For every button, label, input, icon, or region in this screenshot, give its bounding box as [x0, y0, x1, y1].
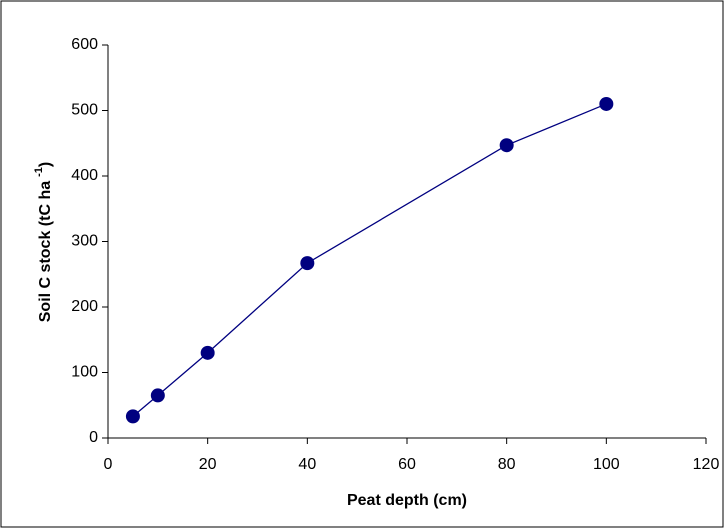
- data-point: [599, 96, 614, 111]
- x-tick-label: 0: [104, 456, 113, 473]
- y-tick-label: 600: [71, 36, 98, 53]
- x-tick-label: 120: [693, 456, 720, 473]
- y-tick-label: 200: [71, 298, 98, 315]
- x-tick-label: 80: [498, 456, 516, 473]
- data-point: [125, 409, 140, 424]
- y-tick-label: 100: [71, 364, 98, 381]
- y-tick-label: 400: [71, 167, 98, 184]
- data-point: [150, 388, 165, 403]
- x-tick-label: 20: [199, 456, 217, 473]
- data-point: [300, 256, 315, 271]
- x-tick-label: 40: [298, 456, 316, 473]
- data-point: [200, 345, 215, 360]
- y-axis-title-main: Soil C stock (tC ha: [37, 181, 54, 322]
- x-axis-title: Peat depth (cm): [347, 492, 467, 509]
- data-point: [499, 138, 514, 153]
- y-tick-label: 0: [89, 429, 98, 446]
- y-axis-title-sup: -1: [33, 167, 45, 177]
- y-axis-title-end: ): [37, 162, 54, 167]
- y-axis-title: Soil C stock (tC ha -1): [33, 162, 54, 322]
- y-tick-label: 500: [71, 102, 98, 119]
- x-tick-label: 60: [398, 456, 416, 473]
- y-tick-label: 300: [71, 233, 98, 250]
- x-tick-label: 100: [593, 456, 620, 473]
